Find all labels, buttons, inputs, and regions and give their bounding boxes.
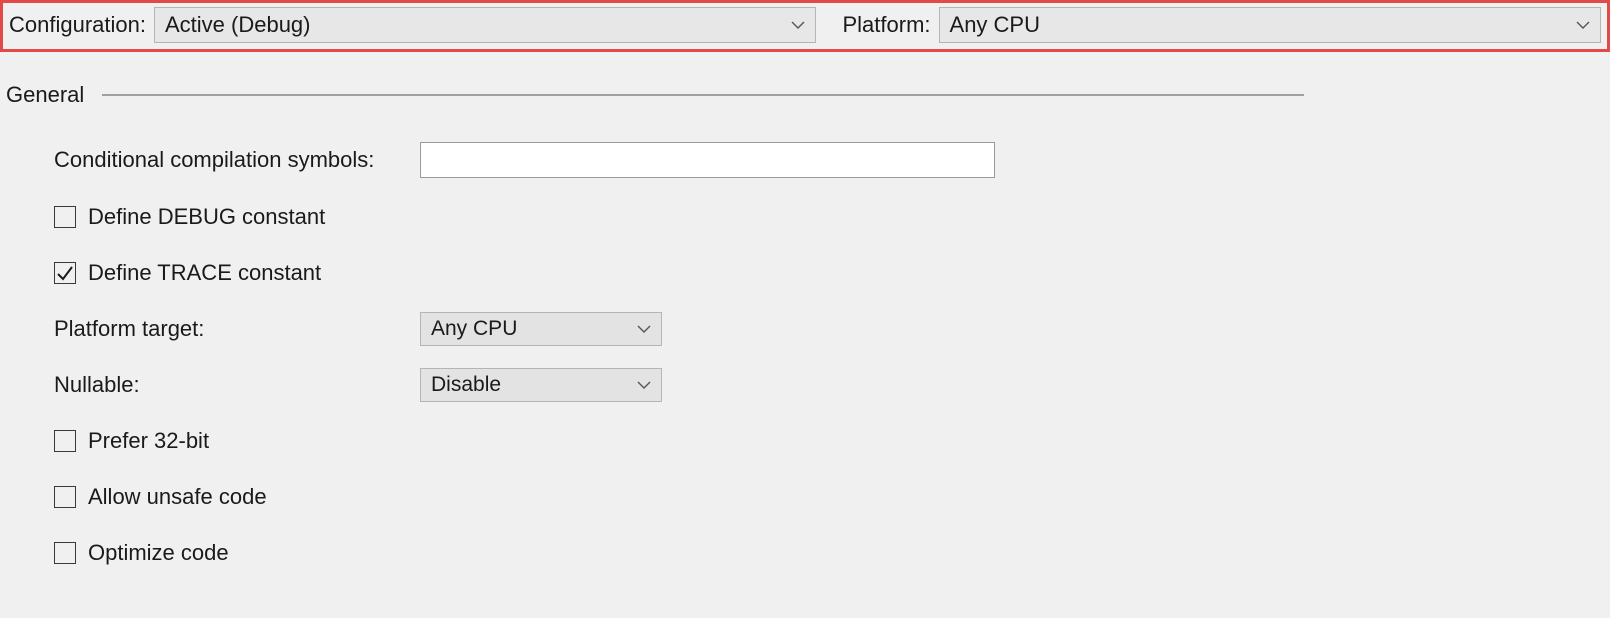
optimize-checkbox[interactable] [54,542,76,564]
nullable-dropdown[interactable]: Disable [420,368,662,402]
define-debug-checkbox[interactable] [54,206,76,228]
chevron-down-icon [637,324,651,334]
platform-value: Any CPU [950,12,1040,38]
row-platform-target: Platform target: Any CPU [54,312,1604,346]
allow-unsafe-checkbox[interactable] [54,486,76,508]
define-debug-label: Define DEBUG constant [88,204,325,230]
prefer-32bit-checkbox[interactable] [54,430,76,452]
platform-dropdown[interactable]: Any CPU [939,7,1602,43]
conditional-symbols-input[interactable] [420,142,995,178]
build-settings-panel: General Conditional compilation symbols:… [0,52,1610,570]
nullable-label: Nullable: [54,372,420,398]
define-trace-label: Define TRACE constant [88,260,321,286]
chevron-down-icon [1576,18,1590,32]
row-define-trace: Define TRACE constant [54,256,1604,290]
configuration-dropdown[interactable]: Active (Debug) [154,7,817,43]
define-trace-checkbox[interactable] [54,262,76,284]
configuration-label: Configuration: [9,12,146,38]
platform-target-value: Any CPU [431,317,517,341]
row-nullable: Nullable: Disable [54,368,1604,402]
section-title: General [6,82,84,108]
conditional-symbols-label: Conditional compilation symbols: [54,147,420,173]
allow-unsafe-label: Allow unsafe code [88,484,267,510]
row-conditional-symbols: Conditional compilation symbols: [54,142,1604,178]
row-prefer-32bit: Prefer 32-bit [54,424,1604,458]
optimize-label: Optimize code [88,540,229,566]
row-define-debug: Define DEBUG constant [54,200,1604,234]
platform-target-dropdown[interactable]: Any CPU [420,312,662,346]
nullable-value: Disable [431,373,501,397]
configuration-value: Active (Debug) [165,12,311,38]
platform-target-label: Platform target: [54,316,420,342]
section-header-general: General [6,82,1604,108]
chevron-down-icon [637,380,651,390]
section-divider [102,94,1304,96]
row-allow-unsafe: Allow unsafe code [54,480,1604,514]
config-platform-bar: Configuration: Active (Debug) Platform: … [0,0,1610,52]
row-optimize: Optimize code [54,536,1604,570]
prefer-32bit-label: Prefer 32-bit [88,428,209,454]
general-form: Conditional compilation symbols: Define … [6,142,1604,570]
chevron-down-icon [791,18,805,32]
platform-label: Platform: [842,12,930,38]
